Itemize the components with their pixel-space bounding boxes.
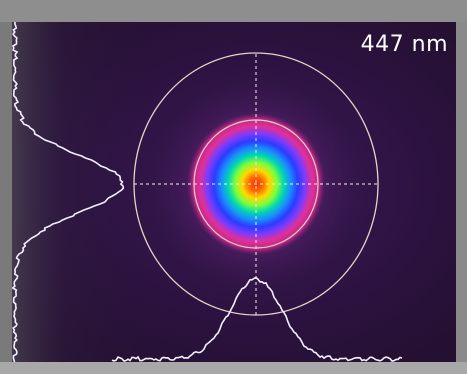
wavelength-label: 447 nm [360,32,448,57]
vertical-profile-trace [12,22,125,362]
beam-canvas [12,22,456,362]
left-border [0,22,12,362]
bottom-border [0,362,467,374]
beam-image: 447 nm [12,22,456,362]
right-border [456,22,467,362]
horizontal-profile-trace [111,276,403,362]
top-border [0,0,467,22]
